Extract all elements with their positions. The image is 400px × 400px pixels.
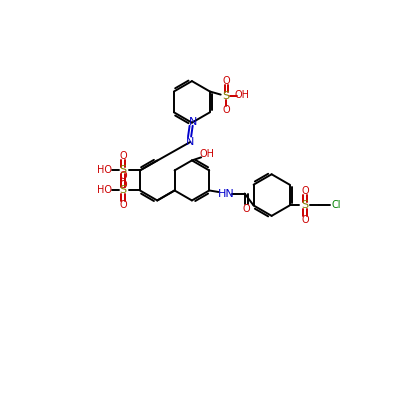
Text: O: O: [301, 215, 309, 225]
Text: O: O: [222, 76, 230, 86]
Text: S: S: [120, 186, 126, 196]
Text: OH: OH: [235, 90, 250, 100]
Text: HN: HN: [218, 188, 234, 198]
Text: O: O: [119, 180, 127, 190]
Text: HO: HO: [97, 185, 112, 195]
Text: O: O: [242, 204, 250, 214]
Text: N: N: [188, 117, 197, 127]
Text: S: S: [302, 200, 308, 210]
Text: HO: HO: [97, 165, 112, 175]
Text: O: O: [222, 105, 230, 115]
Text: S: S: [222, 91, 230, 101]
Text: O: O: [119, 151, 127, 161]
Text: O: O: [301, 186, 309, 196]
Text: O: O: [119, 171, 127, 181]
Text: N: N: [186, 137, 194, 147]
Text: O: O: [119, 200, 127, 210]
Text: S: S: [120, 166, 126, 176]
Text: OH: OH: [200, 149, 215, 159]
Text: Cl: Cl: [331, 200, 340, 210]
